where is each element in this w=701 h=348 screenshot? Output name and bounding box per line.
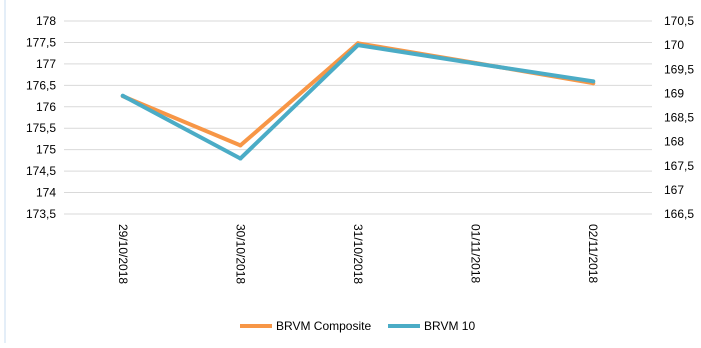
data-point: [591, 79, 596, 84]
left-y-axis: 173,5 174 174,5 175 175,5 176 176,5 177 177,5 178: [26, 14, 56, 221]
right-y-tick-label: 169: [664, 86, 684, 100]
data-point: [356, 43, 360, 48]
left-y-tick-label: 177,5: [26, 35, 56, 49]
right-y-tick-label: 167,5: [664, 159, 694, 173]
x-axis: 29/10/2018 30/10/2018 31/10/2018 01/11/2018…: [116, 224, 600, 284]
series-lines: [120, 41, 596, 161]
right-y-tick-label: 167: [664, 183, 684, 197]
left-y-tick-label: 174: [36, 186, 56, 200]
left-y-tick-label: 176,5: [26, 78, 56, 92]
left-y-tick-label: 178: [36, 14, 56, 28]
data-point: [238, 143, 243, 148]
left-y-tick-label: 174,5: [26, 164, 56, 178]
x-tick-label: 29/10/2018: [116, 224, 130, 284]
x-tick-label: 01/11/2018: [469, 224, 483, 283]
x-tick-label: 02/11/2018: [586, 224, 600, 283]
data-point: [238, 156, 243, 161]
left-y-tick-label: 176: [36, 100, 56, 114]
legend-label: BRVM 10: [424, 319, 475, 333]
right-y-tick-label: 168: [664, 135, 684, 149]
right-y-tick-label: 170,5: [664, 14, 694, 28]
legend-label: BRVM Composite: [276, 319, 371, 333]
right-y-tick-label: 166,5: [664, 207, 694, 221]
left-y-tick-label: 177: [36, 57, 56, 71]
left-y-tick-label: 175,5: [26, 121, 56, 135]
x-tick-label: 31/10/2018: [351, 224, 365, 284]
right-y-axis: 166,5 167 167,5 168 168,5 169 169,5 170 170,5: [664, 14, 694, 221]
right-y-tick-label: 170: [664, 38, 684, 52]
series-line-1: [120, 41, 596, 148]
right-y-tick-label: 168,5: [664, 111, 694, 125]
left-y-tick-label: 173,5: [26, 207, 56, 221]
gridlines: [64, 20, 652, 215]
left-y-tick-label: 175: [36, 143, 56, 157]
series-line-2: [120, 43, 596, 161]
x-tick-label: 30/10/2018: [233, 224, 247, 284]
data-point: [120, 93, 125, 98]
right-y-tick-label: 169,5: [664, 62, 694, 76]
legend: BRVM Composite BRVM 10: [240, 319, 475, 333]
data-point: [473, 61, 478, 66]
